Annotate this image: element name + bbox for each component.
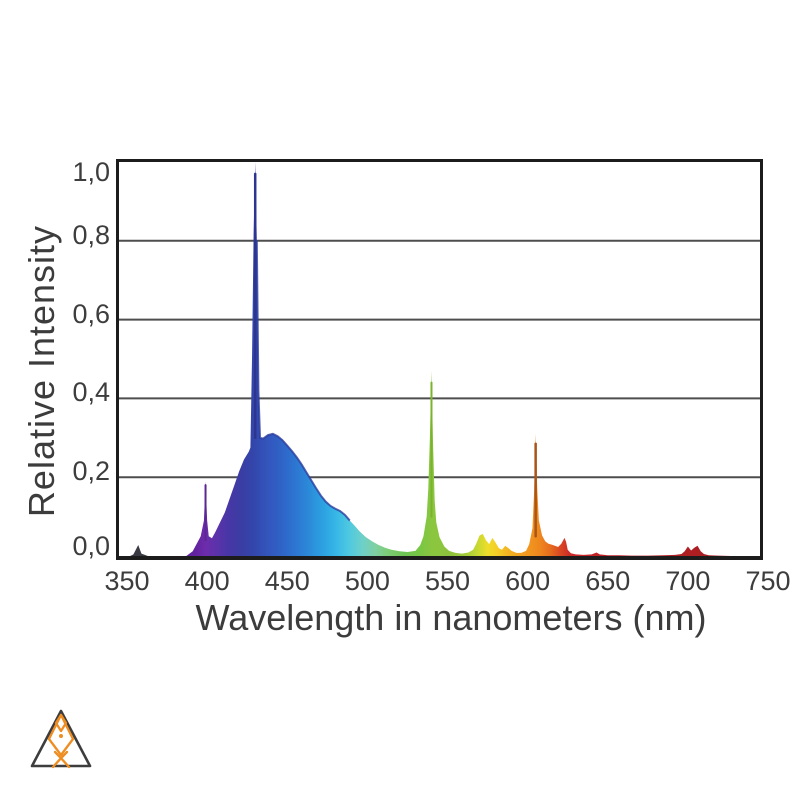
y-axis-title: Relative Intensity [21, 224, 62, 518]
spectrum-area-chart [119, 162, 760, 556]
fish-eye-icon [59, 734, 63, 738]
x-axis-tick-label: 450 [264, 566, 310, 596]
y-axis-tick-label: 0,6 [72, 298, 110, 329]
x-axis-tick-label: 750 [745, 566, 791, 596]
y-axis-tick-label: 0,4 [72, 377, 110, 408]
triangle-icon [30, 709, 92, 768]
x-axis-tick-label: 500 [344, 566, 390, 596]
x-axis-tick-label: 650 [585, 566, 631, 596]
plot-area [116, 159, 763, 560]
y-axis-tick-label: 0,0 [72, 531, 110, 561]
blue-band-outline [257, 241, 350, 521]
spectrum-fill [119, 162, 760, 556]
x-axis-title: Wavelength in nanometers (nm) [195, 597, 707, 638]
y-axis-tick-label: 1,0 [72, 157, 110, 187]
x-axis-tick-label: 350 [104, 566, 150, 596]
x-axis-tick-label: 600 [505, 566, 551, 596]
x-axis-tick-label: 400 [184, 566, 230, 596]
y-axis-tick-label: 0,8 [72, 219, 110, 250]
x-axis-tick-label: 700 [665, 566, 711, 596]
brand-logo [30, 709, 92, 769]
x-axis-tick-label: 550 [424, 566, 471, 596]
fish-icon [47, 713, 75, 769]
y-axis-tick-label: 0,2 [72, 456, 110, 487]
